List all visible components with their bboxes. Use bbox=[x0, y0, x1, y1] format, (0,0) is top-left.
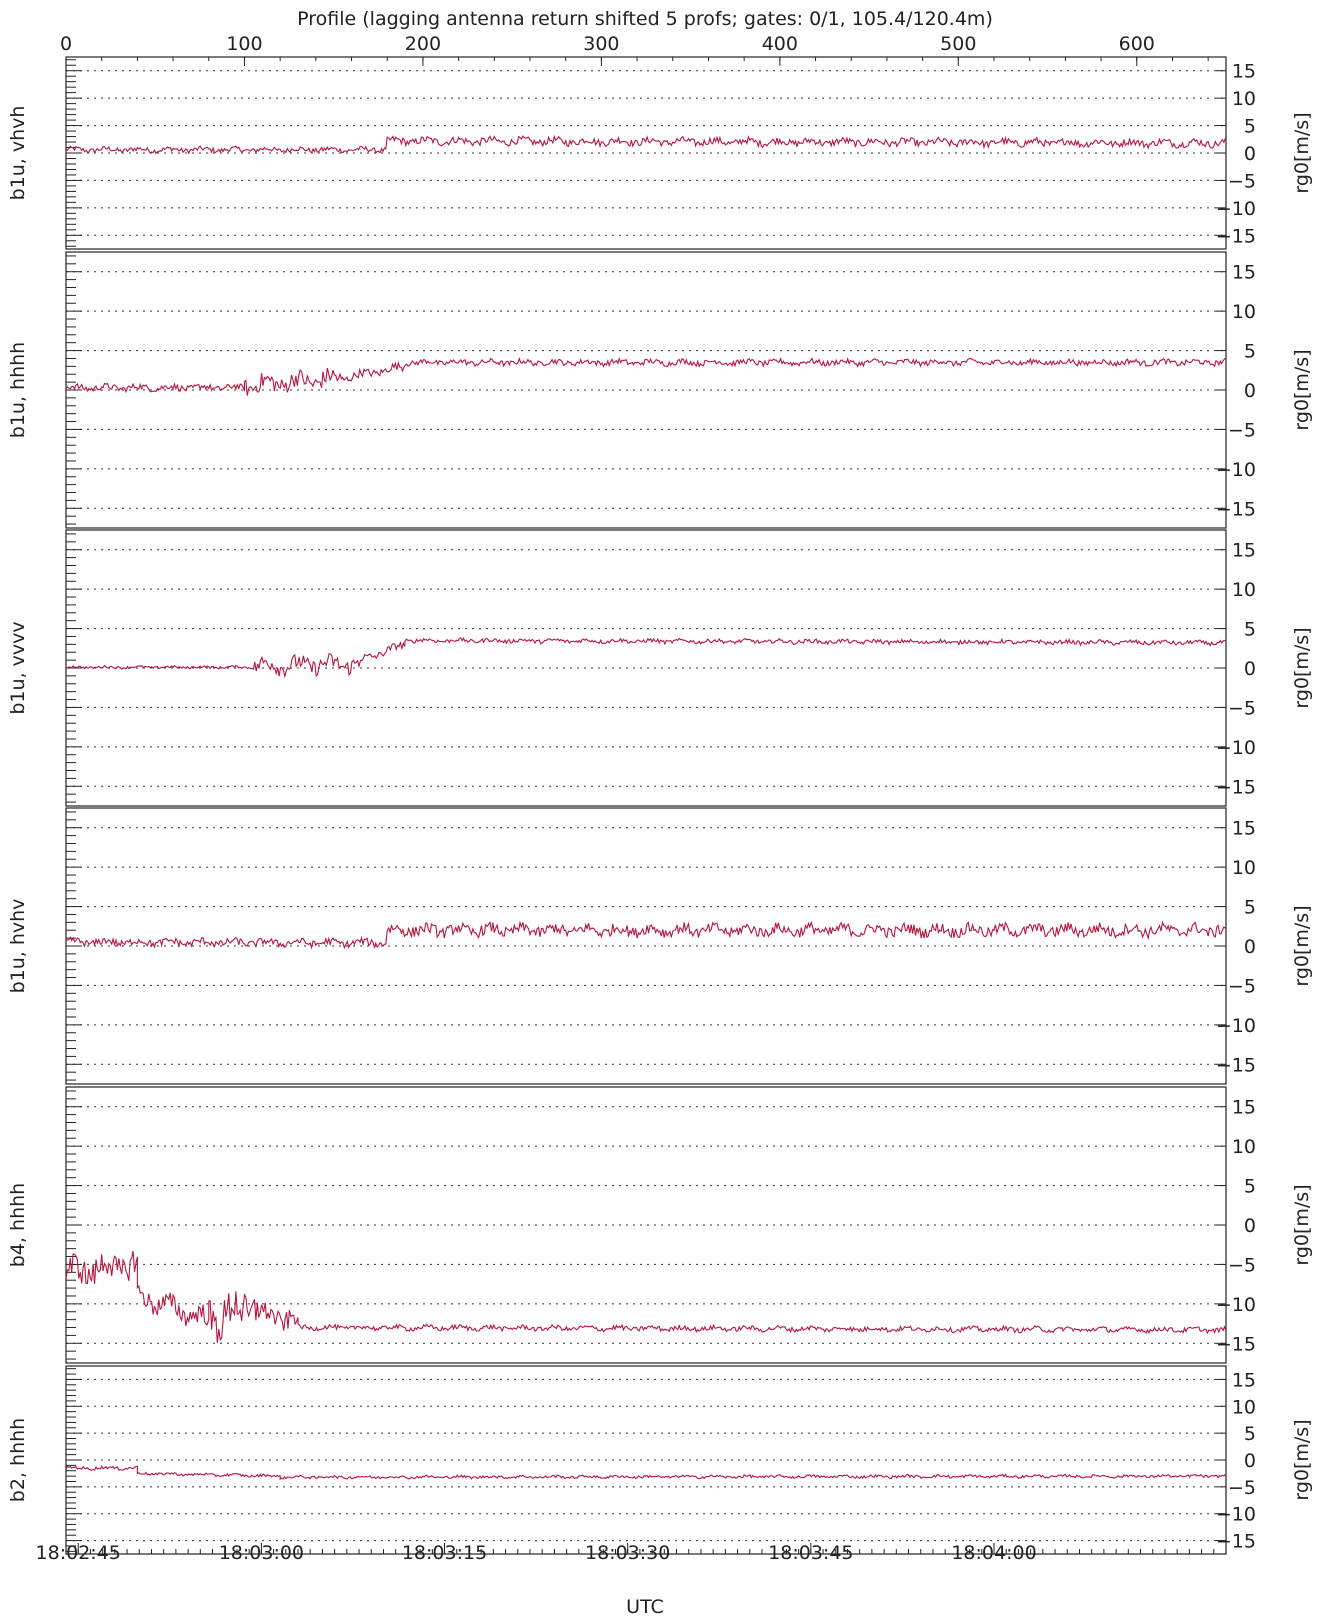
panel-frame bbox=[65, 56, 1227, 250]
y-tick-label: 0 bbox=[1244, 1450, 1256, 1472]
y-tick-label: −5 bbox=[1228, 170, 1256, 192]
bottom-time-axis: 18:02:45 18:03:00 18:03:15 18:03:30 18:03:45… bbox=[36, 1542, 1227, 1564]
y-tick-label: −15 bbox=[1216, 225, 1256, 247]
x-tick-label: 18:03:15 bbox=[402, 1542, 487, 1564]
chart-panel: 15 10 5 0 −5 −10 −15 b2, hhhh rg0[m/s] bbox=[7, 1365, 1313, 1555]
chart-panel: 15 10 5 0 −5 −10 −15 b1u, vhvh rg0[m/s] bbox=[7, 56, 1313, 250]
panel-label: b4, hhhh bbox=[7, 1183, 29, 1267]
panel-frame bbox=[65, 807, 1227, 1085]
panel-frame bbox=[65, 251, 1227, 529]
chart-panel: 15 10 5 0 −5 −10 −15 b1u, vvvv rg0[m/s] bbox=[7, 529, 1313, 807]
panel-frame bbox=[65, 1086, 1227, 1364]
chart-title: Profile (lagging antenna return shifted … bbox=[297, 8, 993, 30]
y-axis-label: rg0[m/s] bbox=[1291, 349, 1313, 430]
panel-label: b1u, vvvv bbox=[7, 621, 29, 714]
panel-frame bbox=[65, 1365, 1227, 1555]
y-tick-label: 0 bbox=[1244, 143, 1256, 165]
chart-panel: 15 10 5 0 −5 −10 −15 b4, hhhh rg0[m/s] bbox=[7, 1086, 1313, 1364]
y-axis-label: rg0[m/s] bbox=[1291, 1184, 1313, 1265]
chart-panels: 15 10 5 0 −5 −10 −15 b1u, vhvh rg0[m/s] 15 10 5 0 −5 −… bbox=[7, 56, 1313, 1555]
series-line bbox=[65, 134, 1226, 155]
y-tick-label: −10 bbox=[1216, 1294, 1256, 1316]
y-tick-label: 0 bbox=[1244, 380, 1256, 402]
y-tick-label: −5 bbox=[1228, 697, 1256, 719]
y-axis-label: rg0[m/s] bbox=[1291, 905, 1313, 986]
y-tick-label: 5 bbox=[1244, 897, 1256, 919]
y-tick-label: −10 bbox=[1216, 737, 1256, 759]
y-tick-label: −10 bbox=[1216, 459, 1256, 481]
y-tick-label: 10 bbox=[1232, 1396, 1256, 1418]
y-tick-label: 5 bbox=[1244, 1423, 1256, 1445]
y-tick-label: 10 bbox=[1232, 857, 1256, 879]
x-tick-label: 18:04:00 bbox=[951, 1542, 1036, 1564]
top-axis-tick-label: 600 bbox=[1119, 33, 1155, 55]
y-tick-label: 15 bbox=[1232, 540, 1256, 562]
y-tick-label: −5 bbox=[1228, 1254, 1256, 1276]
series-line bbox=[65, 920, 1226, 950]
chart-panel: 15 10 5 0 −5 −10 −15 b1u, hhhh rg0[m/s] bbox=[7, 251, 1313, 529]
panel-label: b1u, hhhh bbox=[7, 342, 29, 438]
y-tick-label: 15 bbox=[1232, 818, 1256, 840]
y-tick-label: −10 bbox=[1216, 1015, 1256, 1037]
top-axis-tick-label: 200 bbox=[405, 33, 441, 55]
y-tick-label: −15 bbox=[1216, 776, 1256, 798]
y-tick-label: −15 bbox=[1216, 1333, 1256, 1355]
x-axis-label: UTC bbox=[626, 1596, 664, 1618]
y-tick-label: −10 bbox=[1216, 198, 1256, 220]
y-tick-label: 15 bbox=[1232, 1097, 1256, 1119]
y-tick-label: 15 bbox=[1232, 61, 1256, 83]
y-tick-label: −15 bbox=[1216, 1531, 1256, 1553]
series-line bbox=[65, 356, 1226, 396]
y-tick-label: 15 bbox=[1232, 262, 1256, 284]
y-axis-label: rg0[m/s] bbox=[1291, 112, 1313, 193]
y-tick-label: 5 bbox=[1244, 116, 1256, 138]
series-line bbox=[65, 1465, 1226, 1481]
y-axis-label: rg0[m/s] bbox=[1291, 1419, 1313, 1500]
y-tick-label: −15 bbox=[1216, 1054, 1256, 1076]
series-line bbox=[65, 636, 1227, 679]
top-axis-tick-label: 500 bbox=[940, 33, 976, 55]
y-tick-label: 0 bbox=[1244, 658, 1256, 680]
panel-label: b2, hhhh bbox=[7, 1418, 29, 1502]
top-axis-tick-label: 0 bbox=[60, 33, 72, 55]
y-tick-label: 10 bbox=[1232, 301, 1256, 323]
y-tick-label: −15 bbox=[1216, 498, 1256, 520]
top-axis-tick-label: 300 bbox=[583, 33, 619, 55]
y-tick-label: 10 bbox=[1232, 88, 1256, 110]
y-tick-label: −10 bbox=[1216, 1504, 1256, 1526]
x-tick-label: 18:03:45 bbox=[768, 1542, 853, 1564]
series-line bbox=[65, 1250, 1227, 1343]
top-axis-tick-label: 400 bbox=[762, 33, 798, 55]
x-tick-label: 18:03:30 bbox=[585, 1542, 670, 1564]
y-tick-label: 0 bbox=[1244, 936, 1256, 958]
panel-label: b1u, hvhv bbox=[7, 899, 29, 994]
y-tick-label: 5 bbox=[1244, 341, 1256, 363]
y-tick-label: 10 bbox=[1232, 579, 1256, 601]
y-tick-label: 15 bbox=[1232, 1369, 1256, 1391]
y-tick-label: −5 bbox=[1228, 419, 1256, 441]
chart-panel: 15 10 5 0 −5 −10 −15 b1u, hvhv rg0[m/s] bbox=[7, 807, 1313, 1085]
panel-label: b1u, vhvh bbox=[7, 106, 29, 201]
y-tick-label: −5 bbox=[1228, 975, 1256, 997]
y-tick-label: 0 bbox=[1244, 1215, 1256, 1237]
y-axis-label: rg0[m/s] bbox=[1291, 627, 1313, 708]
y-tick-label: 10 bbox=[1232, 1136, 1256, 1158]
y-tick-label: 5 bbox=[1244, 619, 1256, 641]
y-tick-label: −5 bbox=[1228, 1477, 1256, 1499]
x-tick-label: 18:02:45 bbox=[36, 1542, 121, 1564]
y-tick-label: 5 bbox=[1244, 1176, 1256, 1198]
x-tick-label: 18:03:00 bbox=[219, 1542, 304, 1564]
top-axis-tick-label: 100 bbox=[226, 33, 262, 55]
top-axis: 0 100 200 300 400 500 600 bbox=[60, 33, 1209, 66]
